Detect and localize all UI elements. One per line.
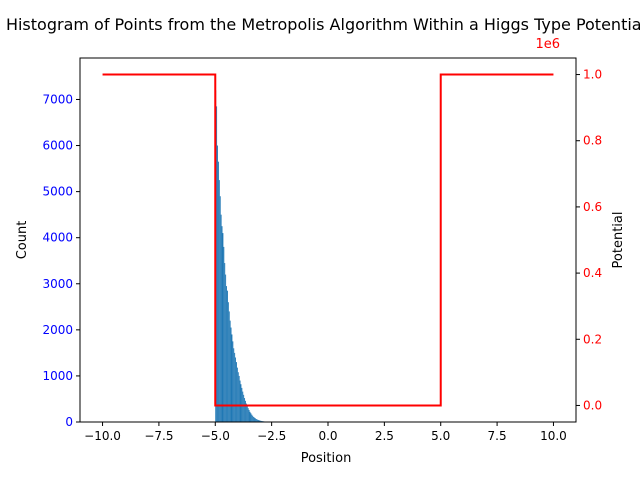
histogram-bar <box>252 415 254 422</box>
histogram-bar <box>221 226 223 422</box>
histogram-bar <box>216 106 218 422</box>
histogram-bar <box>237 372 239 422</box>
histogram-bar <box>236 367 238 422</box>
left-tick-label: 2000 <box>42 323 73 337</box>
left-tick-label: 5000 <box>42 185 73 199</box>
histogram-bar <box>226 286 227 422</box>
histogram-bar <box>248 410 250 422</box>
histogram-bar <box>260 420 262 422</box>
x-tick-label: −2.5 <box>257 429 286 443</box>
right-tick-label: 0.6 <box>583 200 602 214</box>
histogram-bar <box>255 419 257 422</box>
histogram-bar <box>232 341 234 422</box>
histogram-bar <box>220 214 222 422</box>
histogram-bar <box>228 311 230 422</box>
histogram-bar <box>245 403 247 422</box>
right-tick-label: 0.2 <box>583 332 602 346</box>
left-tick-label: 1000 <box>42 369 73 383</box>
histogram-bar <box>225 274 227 422</box>
histogram-bar <box>223 246 225 422</box>
x-tick-label: 5.0 <box>431 429 450 443</box>
histogram-bar <box>253 416 255 422</box>
histogram-bar <box>224 263 226 422</box>
histogram-bar <box>219 196 221 422</box>
histogram-bar <box>218 180 220 422</box>
left-axis-ticks: 0 1000 2000 3000 4000 5000 6000 7000 <box>42 92 80 429</box>
histogram-bar <box>258 420 260 422</box>
histogram-bar <box>217 145 218 423</box>
x-tick-label: −10.0 <box>84 429 121 443</box>
x-tick-label: −5.0 <box>201 429 230 443</box>
histogram-bar <box>227 302 229 422</box>
histogram-bar <box>246 405 248 422</box>
histogram-bar <box>254 418 256 422</box>
right-axis-ticks: 0.0 0.2 0.4 0.6 0.8 1.0 <box>576 68 602 412</box>
histogram-bar <box>259 420 261 422</box>
histogram-bar <box>257 419 259 422</box>
left-tick-label: 7000 <box>42 92 73 106</box>
histogram-bar <box>233 348 235 422</box>
right-tick-label: 0.4 <box>583 266 602 280</box>
histogram-bars <box>215 90 273 423</box>
histogram-bar <box>236 362 237 422</box>
potential-line <box>102 73 554 407</box>
x-tick-label: 7.5 <box>488 429 507 443</box>
x-axis-ticks: −10.0 −7.5 −5.0 −2.5 0.0 2.5 5.0 7.5 10.0 <box>84 422 567 443</box>
x-tick-label: −7.5 <box>144 429 173 443</box>
histogram-bar <box>235 357 237 422</box>
x-tick-label: 0.0 <box>318 429 337 443</box>
histogram-bar <box>222 233 224 422</box>
histogram-bar <box>242 391 244 422</box>
histogram-bar <box>243 394 245 422</box>
x-tick-label: 10.0 <box>540 429 567 443</box>
histogram-bar <box>238 375 240 422</box>
left-tick-label: 6000 <box>42 139 73 153</box>
chart-title: Histogram of Points from the Metropolis … <box>6 15 640 34</box>
right-tick-label: 0.8 <box>583 134 602 148</box>
histogram-bar <box>231 334 233 422</box>
histogram-bar <box>254 417 255 422</box>
histogram-bar <box>251 414 253 422</box>
histogram-bar <box>227 290 228 422</box>
histogram-bar <box>249 411 251 422</box>
histogram-bar <box>256 419 258 422</box>
histogram-bar <box>230 327 232 422</box>
histogram-bar <box>229 320 231 422</box>
histogram-bar <box>261 420 263 422</box>
right-axis-offset-label: 1e6 <box>535 37 560 52</box>
left-y-axis-label: Count <box>15 221 30 260</box>
histogram-bar <box>250 413 252 422</box>
histogram-bar <box>247 408 249 422</box>
plot-frame <box>79 57 577 423</box>
right-tick-label: 0.0 <box>583 398 602 412</box>
histogram-bar <box>244 398 246 422</box>
histogram-bar <box>234 352 236 422</box>
histogram-bar <box>245 400 246 422</box>
left-tick-label: 0 <box>65 415 73 429</box>
x-tick-label: 2.5 <box>375 429 394 443</box>
histogram-bar <box>240 384 242 422</box>
right-y-axis-label: Potential <box>611 212 626 269</box>
right-tick-label: 1.0 <box>583 68 602 82</box>
left-tick-label: 3000 <box>42 277 73 291</box>
histogram-bar <box>239 380 241 422</box>
histogram-bar <box>217 161 219 423</box>
x-axis-label: Position <box>301 451 352 466</box>
left-tick-label: 4000 <box>42 231 73 245</box>
